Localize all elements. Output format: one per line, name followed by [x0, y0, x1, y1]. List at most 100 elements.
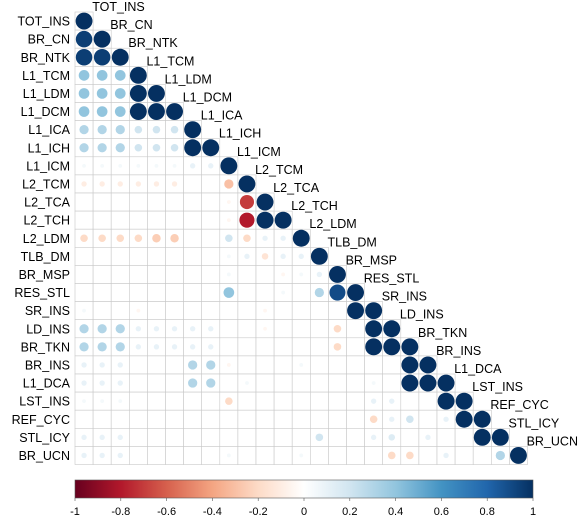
matrix-cell	[291, 409, 311, 429]
correlation-circle	[153, 181, 160, 187]
correlation-circle	[226, 363, 231, 367]
correlation-circle	[171, 326, 178, 332]
correlation-circle	[114, 88, 126, 99]
diagonal-label: L1_ICA	[201, 109, 243, 123]
matrix-cell	[309, 409, 329, 429]
correlation-circle	[135, 326, 142, 332]
correlation-circle	[79, 324, 89, 334]
correlation-circle	[97, 342, 107, 352]
matrix-cell	[92, 247, 112, 266]
colorbar-tick-label: 1	[530, 506, 536, 518]
correlation-circle	[116, 234, 125, 243]
correlation-circle	[243, 234, 251, 243]
correlation-circle	[369, 415, 378, 424]
correlation-circle	[437, 374, 455, 392]
matrix-cell	[129, 391, 148, 411]
correlation-circle	[135, 181, 142, 187]
correlation-circles	[75, 12, 527, 464]
correlation-circle	[96, 70, 108, 81]
matrix-cell	[92, 265, 112, 284]
matrix-cell	[201, 446, 221, 465]
correlation-circle	[365, 320, 383, 338]
matrix-cell	[201, 427, 221, 447]
matrix-cell	[309, 355, 329, 375]
matrix-cell	[129, 265, 148, 284]
correlation-circle	[98, 234, 106, 243]
colorbar-tick-label: 0.6	[434, 506, 449, 518]
matrix-cell	[147, 373, 166, 393]
colorbar-tick-label: 0.8	[480, 506, 495, 518]
diagonal-label: L1_DCA	[454, 362, 502, 376]
matrix-cell	[201, 409, 221, 429]
matrix-cell	[74, 283, 94, 302]
matrix-cell	[183, 265, 203, 284]
correlation-circle	[226, 218, 231, 223]
correlation-circle	[191, 182, 194, 186]
correlation-circle	[223, 287, 235, 298]
matrix-cell	[110, 301, 130, 321]
matrix-cell	[255, 337, 275, 357]
matrix-cell	[183, 427, 203, 447]
matrix-cell	[237, 409, 257, 429]
correlation-circle	[443, 452, 449, 459]
row-label: RES_STL	[14, 286, 70, 300]
matrix-cell	[129, 283, 148, 302]
matrix-cell	[219, 427, 239, 447]
correlation-circle	[274, 211, 292, 229]
correlation-circle	[299, 363, 304, 367]
correlation-circle	[118, 163, 123, 168]
colorbar-tick-label: -0.6	[157, 506, 176, 518]
matrix-cell	[201, 265, 221, 284]
correlation-circle	[225, 234, 233, 243]
correlation-circle	[134, 234, 143, 243]
correlation-circle	[115, 342, 125, 352]
matrix-cell	[273, 391, 293, 411]
matrix-cell	[273, 337, 293, 357]
diagonal-label: REF_CYC	[490, 398, 548, 412]
correlation-circle	[292, 229, 310, 247]
correlation-circle	[188, 360, 198, 370]
diagonal-labels: TOT_INS BR_CN BR_NTK L1_TCM L1_LDM L1_DCM L1_I…	[92, 0, 578, 448]
correlation-circle	[206, 360, 216, 370]
row-label: SR_INS	[25, 304, 70, 318]
matrix-cell	[291, 337, 311, 357]
correlation-circle	[256, 211, 274, 229]
correlation-circle	[97, 125, 107, 135]
matrix-cell	[183, 283, 203, 302]
matrix-cell	[147, 265, 166, 284]
matrix-cell	[273, 319, 293, 339]
correlation-circle	[383, 338, 401, 356]
correlation-circle	[239, 194, 255, 210]
matrix-cell	[219, 319, 239, 339]
correlation-circle	[170, 125, 179, 134]
correlation-circle	[299, 272, 304, 277]
matrix-cell	[110, 247, 130, 266]
matrix-cell	[147, 427, 166, 447]
correlation-circle	[425, 434, 431, 441]
correlation-circle	[75, 49, 93, 66]
diagonal-label: L2_LDM	[309, 217, 356, 231]
diagonal-label: L2_TCA	[273, 181, 320, 195]
correlation-circle	[261, 253, 269, 260]
matrix-cell	[418, 391, 438, 411]
correlation-circle	[153, 344, 160, 350]
matrix-cell	[147, 355, 166, 375]
matrix-cell	[309, 391, 329, 411]
correlation-circle	[495, 450, 505, 461]
row-label: TOT_INS	[17, 15, 70, 29]
correlation-circle	[280, 235, 286, 241]
matrix-cell	[346, 409, 365, 429]
correlation-circle	[172, 163, 177, 168]
correlation-circle	[78, 88, 90, 99]
matrix-cell	[255, 265, 275, 284]
matrix-cell	[255, 446, 275, 465]
row-label: LST_INS	[19, 395, 70, 409]
correlation-circle	[99, 380, 105, 386]
correlation-circle	[81, 362, 87, 368]
matrix-cell	[129, 210, 148, 230]
correlation-circle	[383, 320, 401, 338]
matrix-cell	[237, 265, 257, 284]
matrix-cell	[147, 210, 166, 230]
diagonal-label: BR_NTK	[128, 36, 178, 50]
